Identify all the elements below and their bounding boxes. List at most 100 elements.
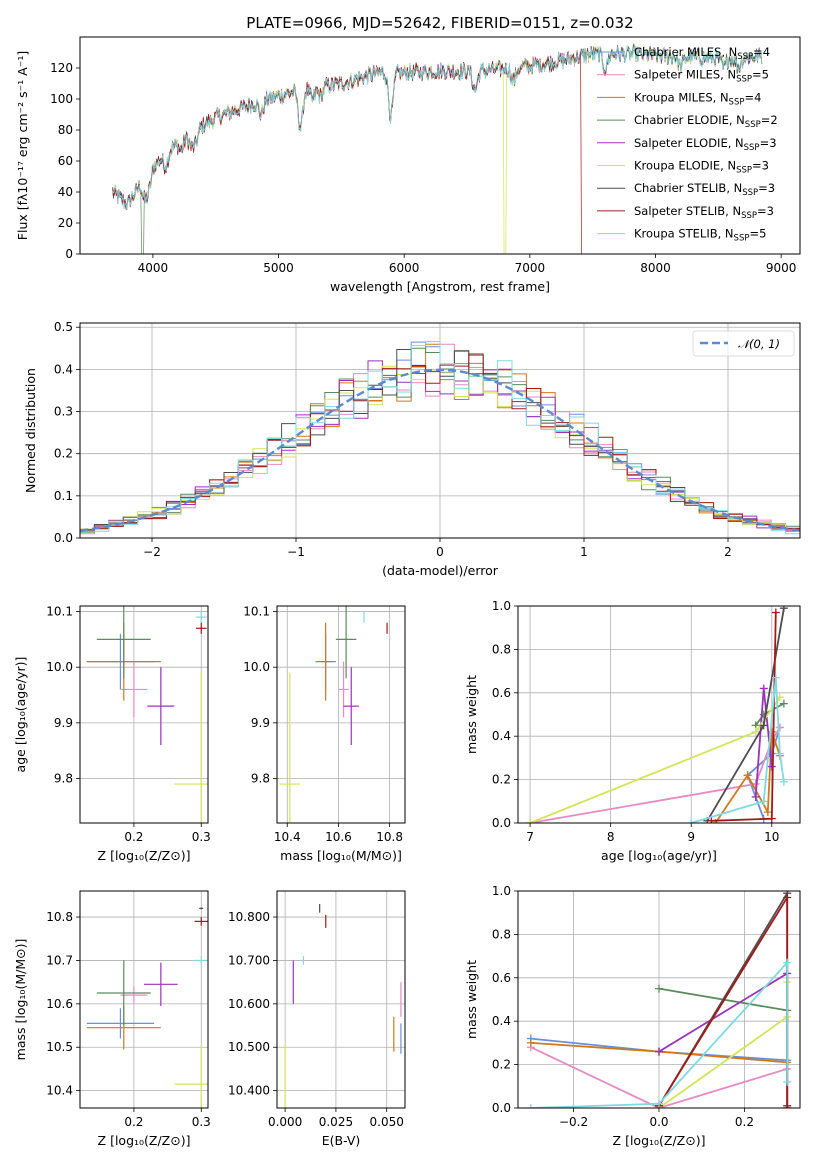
x-tick-label: −0.2: [559, 1115, 588, 1129]
y-axis-label: Normed distribution: [23, 368, 38, 493]
plot-area-residuals: [80, 341, 800, 535]
y-tick-label: 120: [50, 61, 73, 75]
legend-box: [692, 330, 795, 357]
marker: [783, 1077, 792, 1086]
x-axis-label: Z [log₁₀(Z/Z⊙)]: [98, 1133, 191, 1148]
spectrum-line-8: [112, 45, 763, 210]
panel-residuals: −2 −1 0 1 2 0.0 0.1 0.2 0.3 0.4 0.5 (data-model)/er…: [23, 320, 801, 578]
marker: [783, 893, 792, 902]
x-axis-label: mass [log₁₀(M/M⊙)]: [280, 848, 402, 863]
panel-weight-vs-age: 7 8 9 10 0.0 0.2 0.4 0.6 0.8 1.0 age [log₁₀(age/yr…: [464, 599, 801, 863]
x-tick-label: 6000: [389, 261, 420, 275]
x-tick-label: 5000: [263, 261, 294, 275]
hist-series-4: [80, 360, 800, 532]
legend-entry-5: Kroupa ELODIE, NSSP=3: [634, 159, 769, 176]
y-tick-label: 0.0: [492, 816, 511, 830]
y-tick-label: 0.0: [54, 531, 73, 545]
axes-frame: [79, 36, 801, 255]
hist-series-7: [80, 353, 800, 532]
x-tick-label: 10.4: [274, 830, 301, 844]
legend-entry-7: Salpeter STELIB, NSSP=3: [634, 204, 774, 221]
errorbar-point-7: [195, 622, 207, 634]
plot-area-weight-vs-Z: [526, 891, 792, 1108]
errorbar-point-4: [147, 667, 175, 746]
y-tick-label: 9.9: [251, 716, 270, 730]
y-tick-label: 10.8: [46, 910, 73, 924]
legend-entry-3: Chabrier ELODIE, NSSP=2: [634, 113, 778, 130]
y-tick-label: 0.6: [492, 971, 511, 985]
y-tick-label: 0.3: [54, 405, 73, 419]
y-axis-label: mass [log₁₀(M/M⊙)]: [13, 939, 28, 1061]
marker: [775, 749, 784, 758]
errorbar-point-4: [144, 962, 178, 1007]
marker: [771, 608, 780, 617]
y-tick-label: 0.5: [54, 320, 73, 334]
marker: [655, 984, 663, 993]
marker: [771, 673, 780, 682]
x-tick-label: −2: [143, 545, 161, 559]
y-tick-label: 9.8: [54, 771, 73, 785]
errorbar-point-8: [195, 611, 207, 623]
x-tick-label: 0.2: [124, 1115, 143, 1129]
x-tick-label: 0.000: [268, 1115, 302, 1129]
y-tick-label: 10.4: [46, 1084, 73, 1098]
marker: [655, 1047, 663, 1056]
errorbar-point-3: [96, 606, 151, 679]
y-tick-label: 10.500: [228, 1040, 270, 1054]
errorbar-point-2: [320, 622, 331, 701]
x-tick-label: 7: [526, 830, 534, 844]
marker: [751, 792, 760, 801]
x-tick-label: 10: [764, 830, 779, 844]
axes-frame: [79, 322, 801, 539]
errorbar-point-1: [338, 661, 349, 718]
x-tick-label: 10.8: [376, 830, 403, 844]
errorbar-point-5: [174, 1045, 208, 1108]
weight-line-8: [530, 960, 789, 1108]
y-tick-label: 9.9: [54, 716, 73, 730]
x-tick-label: 0.3: [192, 830, 211, 844]
y-tick-label: 10.0: [46, 660, 73, 674]
y-tick-label: 9.8: [251, 771, 270, 785]
x-tick-label: 0.2: [735, 1115, 754, 1129]
legend-entry-6: Chabrier STELIB, NSSP=3: [634, 181, 775, 198]
y-tick-label: 10.700: [228, 953, 270, 967]
marker: [526, 1104, 535, 1108]
y-tick-label: 10.600: [228, 997, 270, 1011]
y-tick-label: 40: [58, 185, 73, 199]
legend-entry-8: Kroupa STELIB, NSSP=5: [634, 227, 766, 244]
x-axis-label: age [log₁₀(age/yr)]: [601, 848, 717, 863]
normal-curve: [80, 368, 800, 532]
axes-frame: [79, 890, 209, 1109]
panel-mass-vs-ebv: 0.000 0.025 0.050 10.400 10.500 10.600 10.700 1…: [228, 890, 406, 1148]
y-axis-label: age [log₁₀(age/yr)]: [13, 657, 28, 773]
y-tick-label: 0.6: [492, 686, 511, 700]
legend-entry-2: Kroupa MILES, NSSP=4: [634, 90, 761, 107]
y-tick-label: 0.8: [492, 927, 511, 941]
errorbar-point-7: [386, 622, 388, 634]
errorbar-point-7: [194, 917, 208, 926]
x-tick-label: 2: [724, 545, 732, 559]
y-tick-label: 80: [58, 123, 73, 137]
x-tick-label: 0.2: [124, 830, 143, 844]
marker: [779, 699, 788, 708]
x-tick-label: 8: [607, 830, 615, 844]
marker: [743, 771, 752, 780]
y-tick-label: 10.800: [228, 910, 270, 924]
marker: [759, 684, 768, 693]
marker: [759, 797, 768, 806]
legend-label: 𝒩(0, 1): [738, 337, 780, 351]
marker: [687, 819, 696, 823]
marker: [767, 814, 776, 823]
marker: [655, 1099, 663, 1108]
y-tick-label: 10.7: [46, 953, 73, 967]
panel-weight-vs-Z: −0.2 0.0 0.2 0.0 0.2 0.4 0.6 0.8 1.0 Z [log₁₀(Z/Z…: [464, 884, 801, 1148]
errorbar-point-5: [174, 672, 208, 823]
legend-entry-4: Salpeter ELODIE, NSSP=3: [634, 136, 777, 153]
panel-age-vs-mass: 10.4 10.6 10.8 9.8 9.9 10.0 10.1 mass [log₁₀(M/…: [243, 605, 406, 863]
y-tick-label: 0.0: [492, 1101, 511, 1115]
marker: [779, 606, 788, 613]
x-tick-label: 0.0: [649, 1115, 668, 1129]
y-tick-label: 10.400: [228, 1084, 270, 1098]
y-axis-label: mass weight: [464, 960, 479, 1039]
